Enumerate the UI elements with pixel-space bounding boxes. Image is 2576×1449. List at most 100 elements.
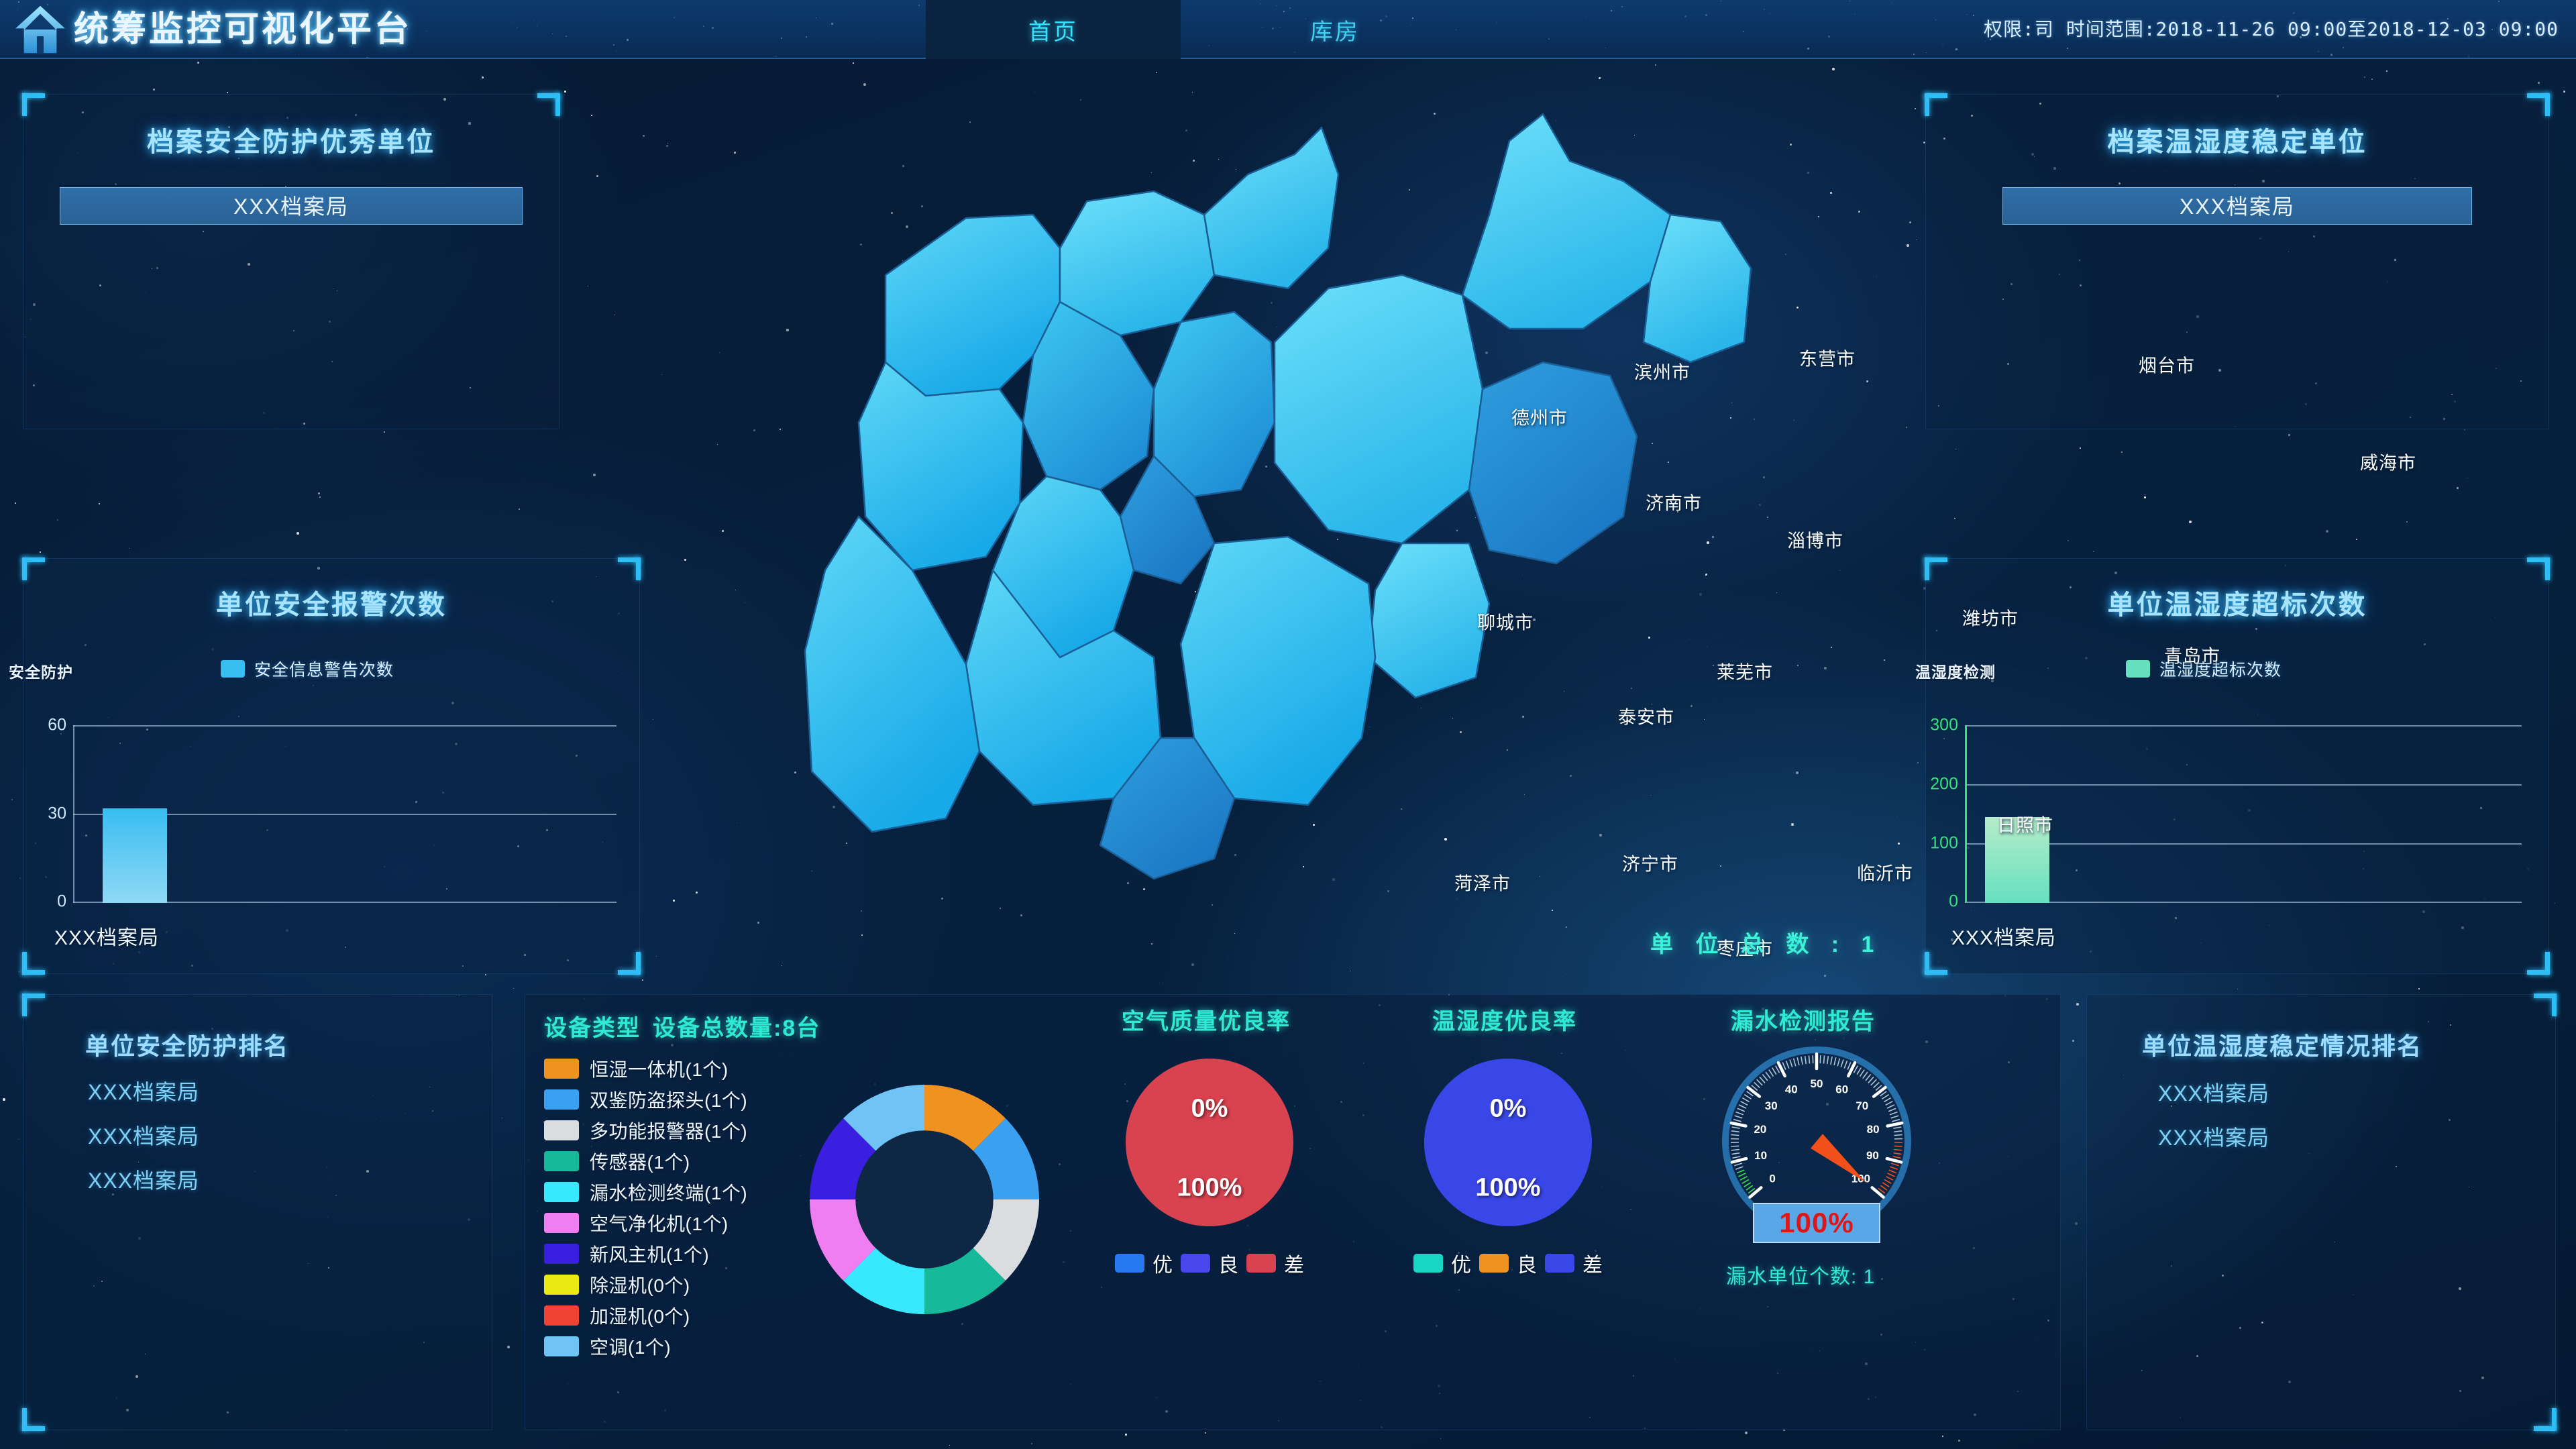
humidity-legend-item[interactable]: 优 [1413, 1248, 1471, 1278]
corner-bracket-tr [2534, 994, 2557, 1016]
rank-list-item[interactable]: XXX档案局 [2158, 1126, 2270, 1150]
device-type-title: 设备类型 [544, 1016, 641, 1041]
legend-swatch [1246, 1254, 1276, 1273]
gridline-300 [1965, 725, 2522, 727]
humidity-quality-title: 温湿度优良率 [1432, 1009, 1577, 1034]
humidity-legend-item[interactable]: 良 [1479, 1248, 1537, 1278]
corner-bracket-bl [22, 1408, 45, 1431]
leak-report-title: 漏水检测报告 [1731, 1009, 1876, 1034]
tab-warehouse[interactable]: 库房 [1310, 19, 1360, 45]
device-legend-item[interactable]: 加湿机(0个) [544, 1300, 820, 1331]
humidity-chart-legend[interactable]: 温湿度超标次数 [2126, 657, 2282, 681]
svg-text:0: 0 [1769, 1172, 1775, 1185]
humidity-quality-pie-chart[interactable]: 0% 100% [1424, 1059, 1592, 1226]
security-alarm-chart-title: 单位安全报警次数 [216, 590, 447, 621]
air-quality-section: 空气质量优良率 [1055, 1003, 1357, 1036]
device-legend-item[interactable]: 传感器(1个) [544, 1146, 820, 1177]
security-alarm-count-chart-panel: 单位安全报警次数 安全防护 安全信息警告次数 60 30 0 XXX档案局 [9, 557, 641, 975]
corner-bracket-tl [22, 93, 45, 116]
bar-security-alarm[interactable] [103, 808, 167, 903]
rank-list-item[interactable]: XXX档案局 [88, 1080, 200, 1104]
device-legend-item[interactable]: 漏水检测终端(1个) [544, 1177, 820, 1208]
legend-swatch [544, 1305, 579, 1326]
device-legend-item[interactable]: 空调(1个) [544, 1331, 820, 1362]
stable-humidity-unit-value: XXX档案局 [2002, 187, 2472, 225]
security-chart-legend[interactable]: 安全信息警告次数 [221, 657, 394, 681]
legend-label: 差 [1582, 1254, 1603, 1277]
security-rank-panel: 单位安全防护排名 XXX档案局 XXX档案局 XXX档案局 [22, 994, 492, 1431]
excellent-security-unit-value: XXX档案局 [60, 187, 523, 225]
ytick-label: 30 [48, 804, 66, 823]
excellent-security-unit-title: 档案安全防护优秀单位 [147, 127, 435, 158]
rank-list-item[interactable]: XXX档案局 [2158, 1081, 2270, 1106]
corner-bracket-bl [1925, 952, 1947, 975]
humidity-quality-legend[interactable]: 优良 差 [1367, 1248, 1649, 1278]
header-permission-time-info: 权限:司 时间范围:2018-11-26 09:00至2018-12-03 09… [1983, 18, 2559, 40]
device-legend-item[interactable]: 新风主机(1个) [544, 1238, 820, 1269]
air-quality-legend[interactable]: 优良差 [1062, 1248, 1357, 1278]
device-type-heading: 设备类型 设备总数量:8台 [544, 1010, 820, 1042]
axis-x-line [1965, 902, 2522, 903]
ytick-label: 60 [48, 715, 66, 735]
humidity-quality-section: 温湿度优良率 [1364, 1003, 1646, 1036]
device-legend-label: 加湿机(0个) [590, 1306, 690, 1327]
device-legend-item[interactable]: 恒湿一体机(1个) [544, 1053, 820, 1084]
humidity-exceed-chart-title: 单位温湿度超标次数 [2107, 590, 2367, 621]
device-total-count: 设备总数量:8台 [653, 1016, 821, 1041]
legend-label: 安全信息警告次数 [254, 661, 394, 680]
svg-text:60: 60 [1835, 1083, 1848, 1096]
ytick-label: 200 [1930, 774, 1958, 794]
security-rank-title: 单位安全防护排名 [85, 1032, 290, 1060]
humidity-rank-title: 单位温湿度稳定情况排名 [2142, 1032, 2423, 1060]
air-legend-item[interactable]: 良 [1181, 1248, 1238, 1278]
device-legend-item[interactable]: 双鉴防盗探头(1个) [544, 1084, 820, 1115]
device-legend-item[interactable]: 除湿机(0个) [544, 1269, 820, 1300]
svg-text:20: 20 [1754, 1123, 1766, 1136]
leak-gauge-value: 100% [1753, 1203, 1880, 1243]
stable-humidity-unit-panel: 档案温湿度稳定单位 XXX档案局 [1925, 93, 2550, 429]
device-legend-label: 新风主机(1个) [590, 1244, 710, 1265]
air-quality-pie-chart[interactable]: 0% 100% [1126, 1059, 1293, 1226]
corner-bracket-tl [1925, 93, 1947, 116]
shandong-province-map[interactable]: 滨州市 东营市 烟台市 威海市 德州市 济南市 淄博市 潍坊市 青岛市 聊城市 莱芜市 泰安市 菏泽市济… [684, 74, 2416, 966]
humidity-axis-tag: 温湿度检测 [1915, 663, 1996, 681]
device-legend-label: 漏水检测终端(1个) [590, 1183, 748, 1203]
legend-swatch [2126, 660, 2150, 678]
legend-label: 优 [1451, 1254, 1471, 1277]
corner-bracket-tl [22, 994, 45, 1016]
rank-list-item[interactable]: XXX档案局 [88, 1169, 200, 1193]
legend-swatch [544, 1244, 579, 1264]
corner-bracket-br [2534, 1408, 2557, 1431]
ytick-label: 100 [1930, 833, 1958, 853]
device-legend-label: 空调(1个) [590, 1337, 672, 1358]
svg-text:40: 40 [1785, 1083, 1798, 1096]
security-axis-tag: 安全防护 [9, 663, 73, 681]
ytick-label: 0 [1949, 892, 1958, 911]
legend-swatch [221, 660, 245, 678]
corner-bracket-tr [2527, 557, 2550, 580]
legend-swatch [1181, 1254, 1210, 1273]
corner-bracket-tr [618, 557, 641, 580]
corner-bracket-bl [22, 952, 45, 975]
air-quality-title: 空气质量优良率 [1122, 1009, 1291, 1034]
ytick-label: 0 [57, 892, 66, 911]
legend-label: 温湿度超标次数 [2159, 661, 2282, 680]
rank-list-item[interactable]: XXX档案局 [88, 1124, 200, 1148]
device-type-donut-chart[interactable] [797, 1072, 1052, 1327]
device-legend-item[interactable]: 多功能报警器(1个) [544, 1115, 820, 1146]
legend-swatch [544, 1275, 579, 1295]
air-legend-item[interactable]: 优 [1115, 1248, 1173, 1278]
humidity-legend-item[interactable]: 差 [1545, 1248, 1603, 1278]
device-legend-label: 多功能报警器(1个) [590, 1121, 748, 1142]
bar-humidity-exceed[interactable] [1985, 817, 2049, 903]
device-legend-label: 传感器(1个) [590, 1152, 690, 1173]
humidity-rank-panel: 单位温湿度稳定情况排名 XXX档案局 XXX档案局 [2086, 994, 2557, 1431]
security-chart-category-label: XXX档案局 [54, 927, 160, 949]
tab-home[interactable]: 首页 [926, 0, 1181, 59]
axis-y-line [73, 725, 74, 903]
legend-swatch [1413, 1254, 1443, 1273]
air-legend-item[interactable]: 差 [1246, 1248, 1304, 1278]
device-legend-item[interactable]: 空气净化机(1个) [544, 1208, 820, 1238]
excellent-security-unit-panel: 档案安全防护优秀单位 XXX档案局 [22, 93, 560, 429]
